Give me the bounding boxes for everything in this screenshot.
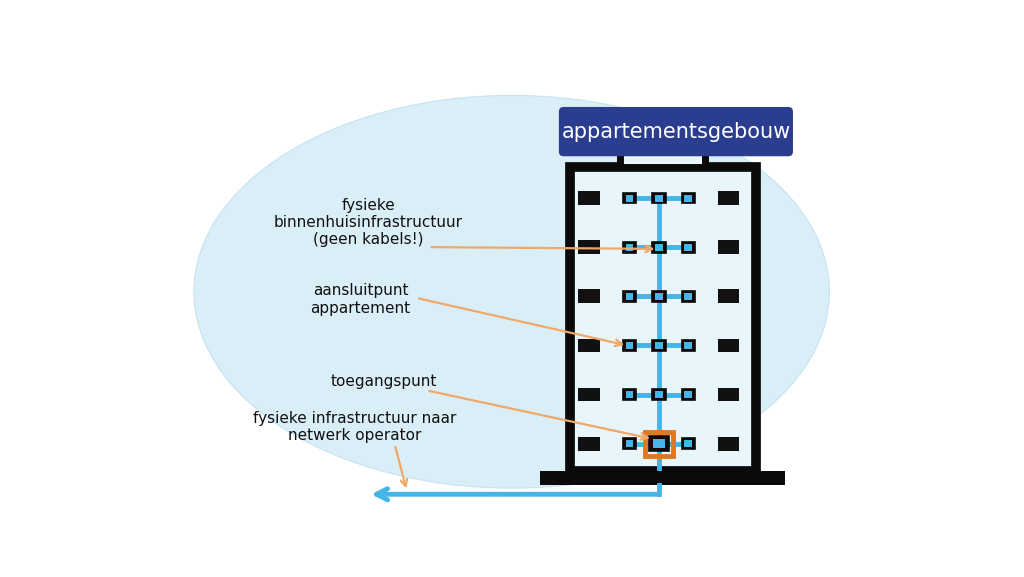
FancyBboxPatch shape: [718, 437, 739, 451]
FancyBboxPatch shape: [579, 241, 600, 254]
FancyBboxPatch shape: [652, 193, 666, 204]
FancyBboxPatch shape: [718, 339, 739, 353]
FancyBboxPatch shape: [569, 167, 756, 471]
Text: fysieke
binnenhuisinfrastructuur
(geen kabels!): fysieke binnenhuisinfrastructuur (geen k…: [273, 197, 463, 248]
FancyBboxPatch shape: [541, 471, 785, 485]
FancyBboxPatch shape: [626, 293, 633, 299]
FancyBboxPatch shape: [649, 436, 669, 451]
FancyBboxPatch shape: [559, 107, 793, 156]
Text: aansluitpunt
appartement: aansluitpunt appartement: [310, 283, 411, 316]
FancyBboxPatch shape: [623, 242, 636, 253]
FancyBboxPatch shape: [579, 388, 600, 402]
FancyBboxPatch shape: [579, 339, 600, 353]
FancyBboxPatch shape: [682, 291, 695, 302]
FancyBboxPatch shape: [718, 192, 739, 205]
FancyBboxPatch shape: [652, 242, 666, 253]
FancyBboxPatch shape: [684, 195, 692, 201]
FancyBboxPatch shape: [718, 241, 739, 254]
FancyBboxPatch shape: [652, 291, 666, 302]
FancyBboxPatch shape: [623, 193, 636, 204]
FancyBboxPatch shape: [684, 293, 692, 299]
FancyBboxPatch shape: [684, 244, 692, 250]
FancyBboxPatch shape: [626, 391, 633, 398]
FancyBboxPatch shape: [623, 389, 636, 400]
FancyBboxPatch shape: [621, 144, 706, 167]
FancyBboxPatch shape: [682, 340, 695, 351]
FancyBboxPatch shape: [684, 391, 692, 398]
FancyBboxPatch shape: [626, 244, 633, 250]
FancyBboxPatch shape: [623, 439, 636, 449]
FancyBboxPatch shape: [682, 242, 695, 253]
FancyBboxPatch shape: [579, 290, 600, 304]
FancyBboxPatch shape: [682, 389, 695, 400]
Ellipse shape: [194, 95, 829, 488]
FancyBboxPatch shape: [682, 439, 695, 449]
FancyBboxPatch shape: [653, 439, 665, 448]
FancyBboxPatch shape: [579, 192, 600, 205]
FancyBboxPatch shape: [655, 195, 663, 201]
Text: toegangspunt: toegangspunt: [331, 373, 437, 388]
FancyBboxPatch shape: [626, 195, 633, 201]
FancyBboxPatch shape: [684, 440, 692, 447]
FancyBboxPatch shape: [623, 340, 636, 351]
FancyBboxPatch shape: [652, 389, 666, 400]
FancyBboxPatch shape: [626, 440, 633, 447]
FancyBboxPatch shape: [684, 342, 692, 349]
FancyBboxPatch shape: [718, 290, 739, 304]
FancyBboxPatch shape: [655, 244, 663, 250]
FancyBboxPatch shape: [682, 193, 695, 204]
Text: fysieke infrastructuur naar
netwerk operator: fysieke infrastructuur naar netwerk oper…: [253, 411, 456, 444]
FancyBboxPatch shape: [652, 340, 666, 351]
FancyBboxPatch shape: [626, 342, 633, 349]
FancyBboxPatch shape: [655, 293, 663, 299]
Text: appartementsgebouw: appartementsgebouw: [561, 122, 791, 141]
FancyBboxPatch shape: [623, 291, 636, 302]
FancyBboxPatch shape: [718, 388, 739, 402]
FancyBboxPatch shape: [655, 391, 663, 398]
FancyBboxPatch shape: [655, 342, 663, 349]
FancyBboxPatch shape: [579, 437, 600, 451]
